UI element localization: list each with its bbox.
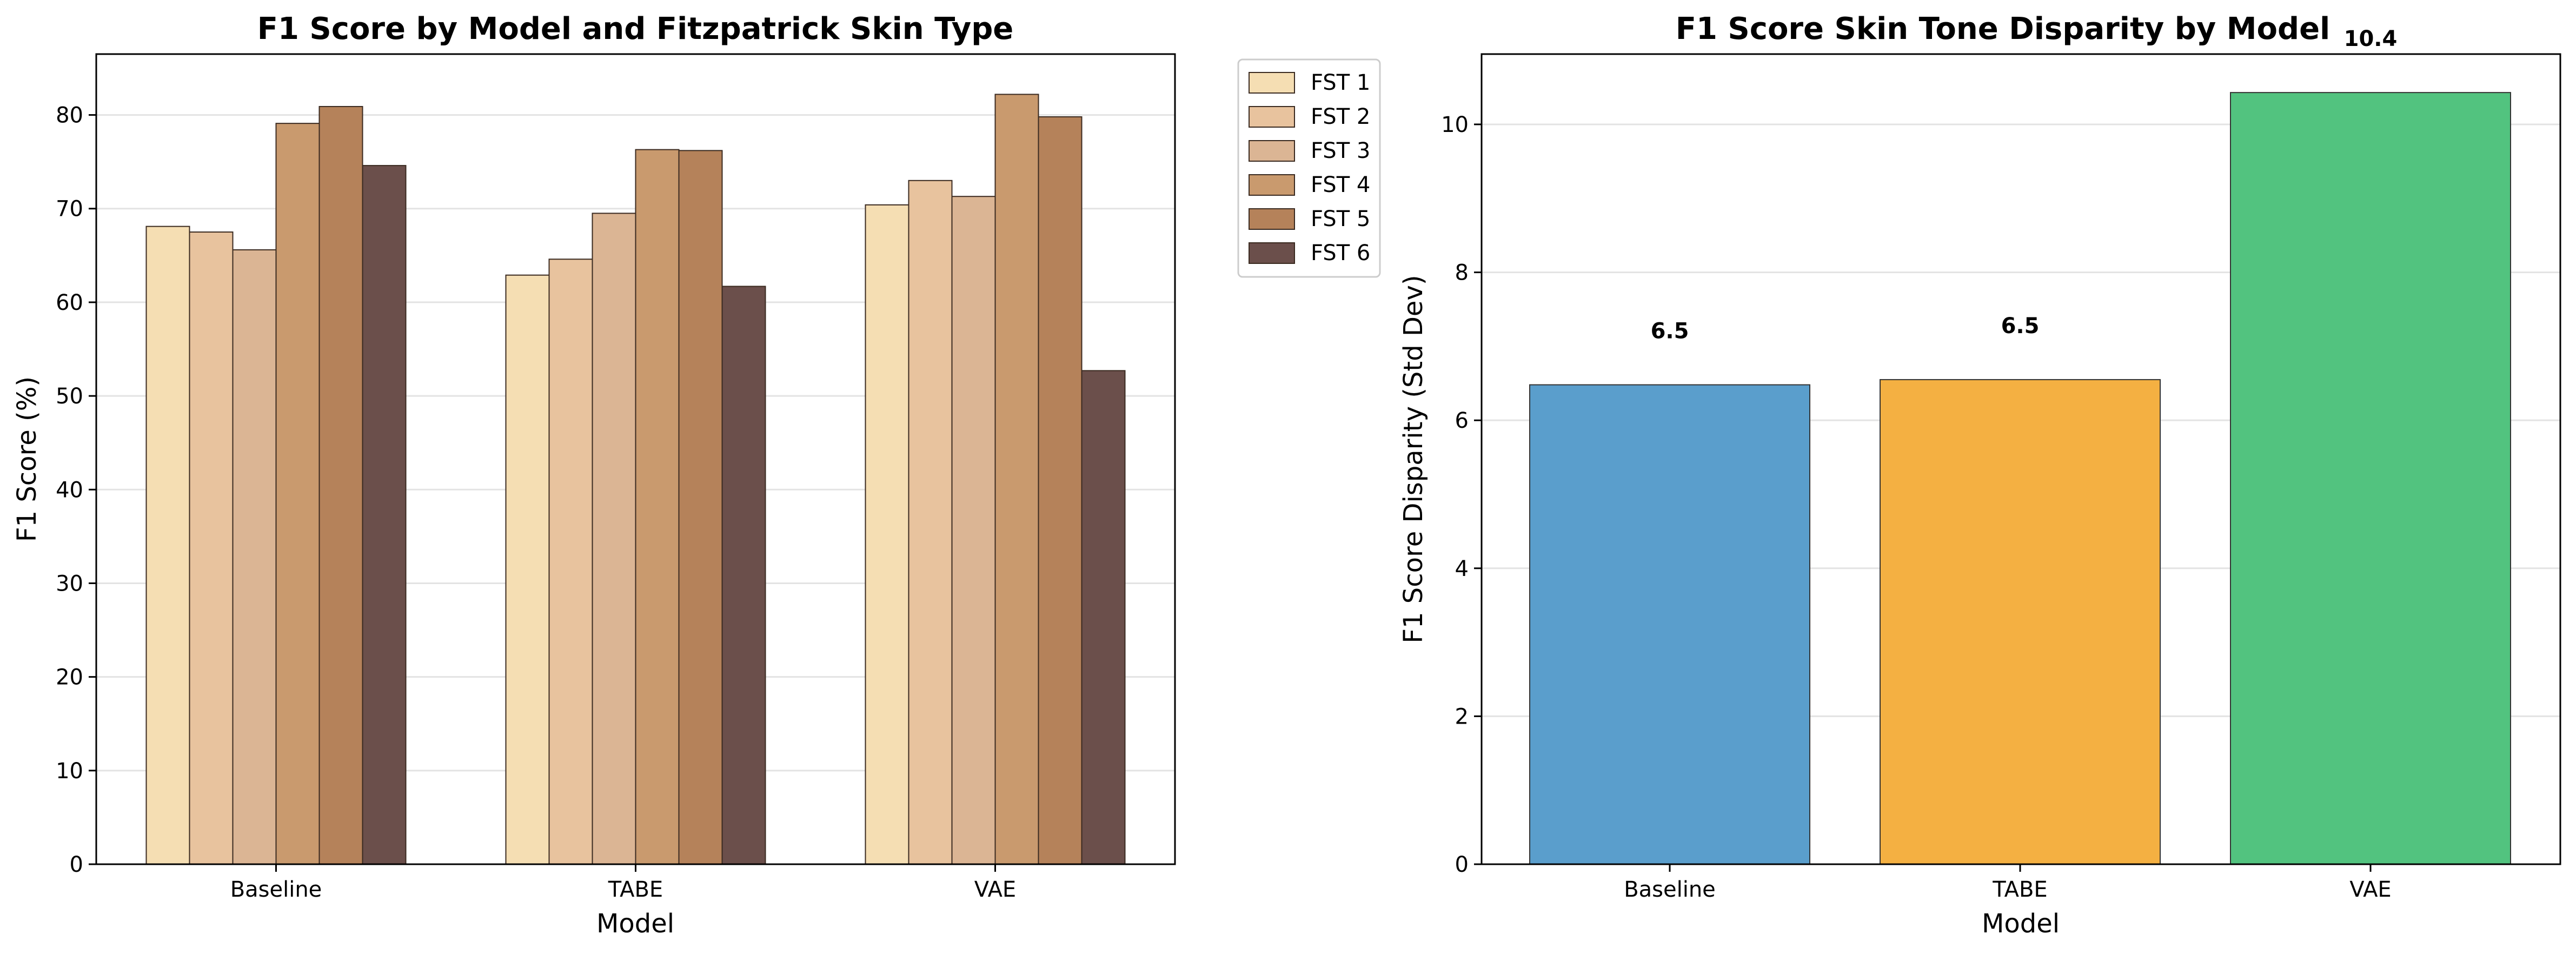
- chart1-bar: [189, 231, 234, 865]
- chart1-x-ticks: Baseline TABE VAE: [230, 864, 1016, 902]
- chart1-y-tick-label: 70: [56, 197, 83, 222]
- chart1-y-tick-label: 60: [56, 290, 83, 315]
- chart1-legend-swatch: [1249, 106, 1295, 128]
- chart2-bar: [2230, 92, 2511, 865]
- chart2-bar: [1529, 384, 1810, 865]
- chart2-bars: [1529, 92, 2511, 865]
- chart2-y-ticks: 0 2 4 6 8 10: [1441, 112, 1482, 877]
- chart1-y-ticks: 0 10 20 30 40 50 60 70 80: [56, 103, 96, 877]
- chart2-bar: [1880, 379, 2161, 865]
- chart1-y-tick-label: 10: [56, 759, 83, 784]
- chart1-bar: [548, 259, 593, 865]
- chart1-legend-swatch: [1249, 242, 1295, 264]
- chart2-data-label: 6.5: [2001, 314, 2040, 339]
- chart2-data-label: 6.5: [1651, 319, 1689, 344]
- chart-f1-by-skin-type: F1 Score by Model and Fitzpatrick Skin T…: [12, 11, 1381, 939]
- chart2-y-tick-label: 4: [1455, 556, 1469, 581]
- chart1-bar: [592, 213, 636, 865]
- chart2-y-tick-label: 0: [1455, 852, 1469, 877]
- chart1-title: F1 Score by Model and Fitzpatrick Skin T…: [257, 11, 1014, 47]
- chart1-y-tick-label: 50: [56, 384, 83, 409]
- chart2-title: F1 Score Skin Tone Disparity by Model: [1676, 11, 2331, 47]
- chart1-bar: [1081, 370, 1126, 865]
- chart1-y-tick-label: 80: [56, 103, 83, 128]
- chart2-x-tick-label: TABE: [1992, 877, 2047, 902]
- chart1-legend-swatch: [1249, 72, 1295, 94]
- chart2-x-tick-label: VAE: [2349, 877, 2391, 902]
- chart1-bar: [505, 274, 550, 865]
- chart2-x-tick-label: Baseline: [1624, 877, 1716, 902]
- chart1-bar: [994, 94, 1039, 865]
- chart1-legend-label: FST 6: [1311, 241, 1370, 266]
- chart2-y-tick-label: 8: [1455, 261, 1469, 286]
- chart1-bar: [362, 165, 407, 865]
- chart2-y-tick-label: 10: [1441, 112, 1469, 137]
- chart1-x-tick-label: VAE: [974, 877, 1016, 902]
- chart1-bar: [145, 226, 190, 865]
- chart2-data-labels: 6.5 6.5 10.4: [1651, 27, 2398, 343]
- chart1-x-tick-label: TABE: [608, 877, 663, 902]
- chart1-legend: FST 1 FST 2 FST 3 FST 4 FST 5 FST 6: [1237, 58, 1381, 278]
- chart1-y-axis-label: F1 Score (%): [12, 376, 42, 542]
- chart1-legend-label: FST 4: [1311, 173, 1370, 197]
- chart1-x-axis-label: Model: [596, 909, 674, 939]
- chart1-legend-swatch: [1249, 140, 1295, 162]
- chart1-bar: [951, 196, 996, 865]
- chart-f1-disparity: F1 Score Skin Tone Disparity by Model 6.…: [1398, 11, 2561, 939]
- chart1-legend-swatch: [1249, 208, 1295, 230]
- chart1-bar: [1038, 116, 1083, 865]
- chart1-x-tick-label: Baseline: [230, 877, 322, 902]
- chart1-legend-swatch: [1249, 174, 1295, 196]
- chart1-bar: [318, 105, 363, 865]
- chart1-bar: [721, 286, 766, 865]
- chart1-legend-label: FST 3: [1311, 138, 1370, 163]
- chart2-x-ticks: Baseline TABE VAE: [1624, 864, 2392, 902]
- chart1-y-tick-label: 40: [56, 478, 83, 502]
- chart2-y-axis-label: F1 Score Disparity (Std Dev): [1398, 275, 1429, 643]
- chart1-legend-label: FST 2: [1311, 104, 1370, 129]
- chart1-y-tick-label: 20: [56, 665, 83, 690]
- chart1-bar: [908, 180, 953, 865]
- chart2-data-label: 10.4: [2344, 27, 2398, 51]
- chart1-bar: [678, 150, 723, 865]
- chart1-y-tick-label: 30: [56, 571, 83, 596]
- chart1-bar: [865, 204, 909, 865]
- chart1-bar: [275, 123, 320, 865]
- chart2-y-tick-label: 6: [1455, 408, 1469, 433]
- chart1-legend-label: FST 1: [1311, 70, 1370, 95]
- chart1-bar: [232, 249, 277, 865]
- chart1-bars: [145, 94, 1126, 865]
- chart2-x-axis-label: Model: [1982, 909, 2060, 939]
- chart1-bar: [635, 149, 680, 865]
- chart2-y-tick-label: 2: [1455, 704, 1469, 729]
- chart1-legend-label: FST 5: [1311, 207, 1370, 231]
- chart1-y-tick-label: 0: [70, 852, 83, 877]
